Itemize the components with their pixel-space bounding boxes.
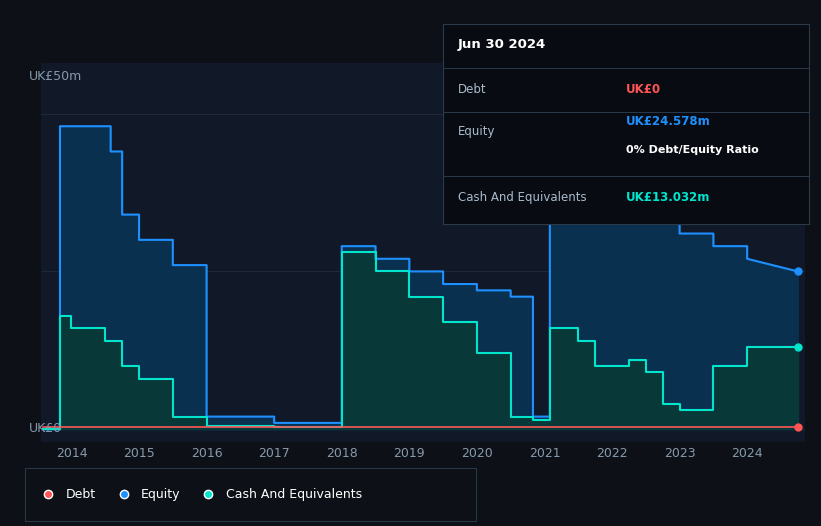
Text: Debt: Debt [458,83,487,96]
Text: UK£50m: UK£50m [29,70,82,83]
Text: Cash And Equivalents: Cash And Equivalents [458,191,586,204]
Text: 0% Debt/Equity Ratio: 0% Debt/Equity Ratio [626,145,759,155]
Legend: Debt, Equity, Cash And Equivalents: Debt, Equity, Cash And Equivalents [31,483,367,506]
Text: UK£13.032m: UK£13.032m [626,191,710,204]
Text: Jun 30 2024: Jun 30 2024 [458,38,546,51]
Text: UK£0: UK£0 [29,422,62,435]
Text: UK£24.578m: UK£24.578m [626,115,711,128]
Text: UK£0: UK£0 [626,83,661,96]
Text: Equity: Equity [458,125,495,138]
